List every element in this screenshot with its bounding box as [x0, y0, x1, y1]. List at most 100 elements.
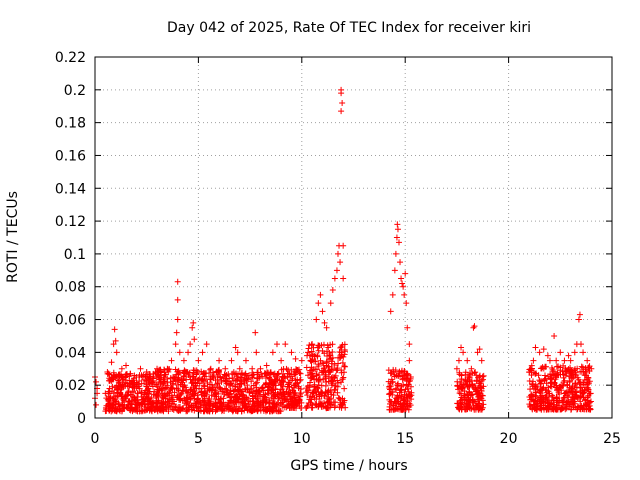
- data-point: [102, 390, 109, 397]
- data-point: [133, 379, 140, 386]
- data-point: [138, 372, 145, 379]
- data-point: [164, 375, 171, 382]
- data-point: [166, 398, 173, 405]
- data-point: [162, 371, 169, 378]
- data-point: [567, 357, 574, 364]
- data-point: [179, 405, 186, 412]
- data-point: [247, 385, 254, 392]
- data-point: [571, 349, 578, 356]
- data-point: [475, 393, 482, 400]
- data-point: [232, 386, 239, 393]
- data-point: [242, 385, 249, 392]
- data-point: [204, 385, 211, 392]
- data-point: [239, 391, 246, 398]
- data-point: [162, 395, 169, 402]
- data-point: [558, 405, 565, 412]
- data-point: [573, 384, 580, 391]
- data-point: [163, 392, 169, 399]
- data-point: [469, 370, 476, 377]
- data-point: [203, 341, 210, 348]
- data-point: [266, 397, 273, 404]
- data-point: [532, 370, 539, 377]
- data-point: [463, 381, 470, 388]
- data-point: [219, 406, 226, 413]
- data-point: [551, 332, 558, 339]
- y-tick-label: 0.02: [55, 378, 86, 394]
- data-point: [341, 385, 348, 392]
- data-point: [464, 403, 471, 410]
- data-point: [584, 374, 591, 381]
- data-point: [275, 370, 282, 377]
- data-point: [226, 397, 233, 404]
- data-point: [563, 381, 570, 388]
- data-point: [196, 380, 203, 387]
- data-point: [291, 400, 298, 407]
- data-point: [191, 336, 198, 343]
- data-point: [315, 363, 322, 370]
- y-tick-label: 0.22: [55, 50, 86, 66]
- data-point: [263, 362, 270, 369]
- data-point: [309, 389, 316, 396]
- data-point: [127, 370, 134, 377]
- data-point: [257, 365, 264, 372]
- data-point: [395, 239, 402, 246]
- y-tick-label: 0: [77, 411, 86, 427]
- data-point: [557, 349, 564, 356]
- x-tick-label: 5: [194, 431, 203, 447]
- data-point: [532, 393, 539, 400]
- data-point: [198, 368, 205, 375]
- data-point: [245, 372, 252, 379]
- data-point: [267, 370, 274, 377]
- data-point: [232, 377, 239, 384]
- data-point: [332, 386, 339, 393]
- data-point: [195, 357, 202, 364]
- data-point: [171, 375, 178, 382]
- data-point: [332, 372, 339, 379]
- data-point: [207, 398, 214, 405]
- data-point: [145, 377, 152, 384]
- data-point: [400, 283, 407, 290]
- data-point: [250, 407, 257, 414]
- data-point: [143, 406, 150, 413]
- data-point: [181, 370, 188, 377]
- data-point: [111, 326, 118, 333]
- data-point: [536, 349, 543, 356]
- data-point: [533, 405, 540, 412]
- data-point: [168, 384, 175, 391]
- data-point: [159, 404, 166, 411]
- data-point: [587, 398, 594, 405]
- data-point: [337, 259, 344, 266]
- data-point: [460, 349, 467, 356]
- data-point: [217, 386, 224, 393]
- data-point: [154, 408, 161, 415]
- data-point: [216, 357, 223, 364]
- data-point: [479, 397, 486, 404]
- data-point: [207, 366, 214, 373]
- data-point: [547, 374, 554, 381]
- data-point: [313, 316, 320, 323]
- data-point: [200, 408, 207, 415]
- data-point: [336, 355, 343, 362]
- data-point: [322, 389, 329, 396]
- data-point: [255, 401, 262, 408]
- data-point: [530, 393, 537, 400]
- data-point: [543, 363, 550, 370]
- y-tick-label: 0.1: [64, 247, 86, 263]
- data-point: [274, 376, 281, 383]
- data-point: [264, 383, 271, 390]
- data-point: [309, 374, 316, 381]
- data-point: [572, 404, 579, 411]
- data-point: [263, 399, 270, 406]
- data-point: [532, 398, 539, 405]
- data-point: [477, 384, 484, 391]
- data-point: [241, 396, 248, 403]
- data-point: [304, 352, 311, 359]
- data-point: [329, 341, 336, 348]
- data-point: [339, 395, 346, 402]
- data-point: [234, 349, 241, 356]
- data-point: [192, 382, 199, 389]
- data-point: [395, 394, 402, 401]
- data-point: [293, 367, 300, 374]
- data-point: [478, 406, 485, 413]
- data-point: [309, 353, 316, 360]
